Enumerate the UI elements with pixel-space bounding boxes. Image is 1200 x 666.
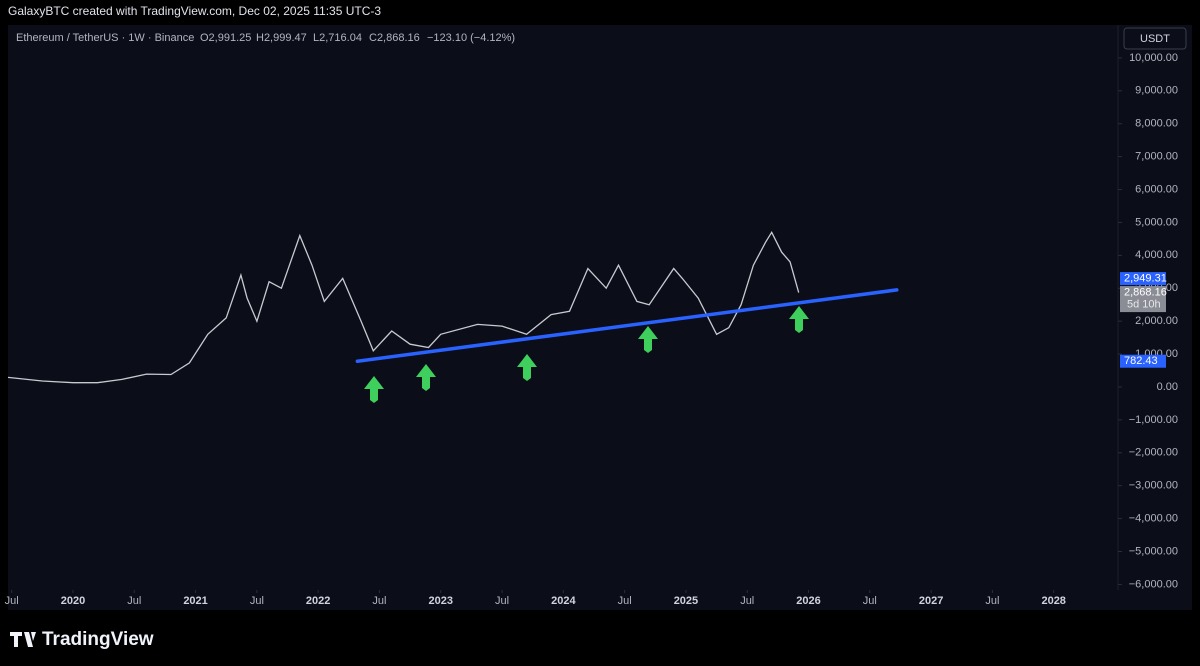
up-arrow: [416, 364, 436, 391]
x-tick-label: 2020: [61, 595, 85, 607]
x-tick-label: Jul: [985, 595, 999, 607]
x-tick-label: Jul: [5, 595, 19, 607]
y-tick-label: −1,000.00: [1129, 414, 1178, 426]
y-tick-label: −5,000.00: [1129, 545, 1178, 557]
y-tick-label: −2,000.00: [1129, 447, 1178, 459]
legend-close: C2,868.16: [369, 32, 420, 44]
x-tick-label: 2026: [796, 595, 820, 607]
brand: TradingView: [42, 629, 154, 650]
countdown: 5d 10h: [1127, 298, 1161, 310]
y-tick-label: 9,000.00: [1135, 85, 1178, 97]
x-tick-label: 2022: [306, 595, 330, 607]
x-tick-label: Jul: [863, 595, 877, 607]
x-tick-label: Jul: [372, 595, 386, 607]
legend-open: O2,991.25: [200, 32, 251, 44]
x-tick-label: Jul: [740, 595, 754, 607]
last-price-tag: [1120, 286, 1166, 313]
x-tick-label: 2024: [551, 595, 576, 607]
x-tick-label: 2023: [429, 595, 453, 607]
up-arrow: [638, 326, 658, 353]
legend-change: −123.10 (−4.12%): [427, 32, 515, 44]
price-tag: [1120, 272, 1166, 286]
y-tick-label: 5,000.00: [1135, 216, 1178, 228]
trendline: [355, 288, 899, 363]
x-tick-label: 2028: [1041, 595, 1065, 607]
y-tick-label: 7,000.00: [1135, 151, 1178, 163]
x-tick-label: 2025: [674, 595, 698, 607]
x-tick-label: Jul: [495, 595, 509, 607]
price-line: [7, 230, 800, 384]
chart-panel: [8, 25, 1192, 610]
y-tick-label: −3,000.00: [1129, 480, 1178, 492]
trend-end-label: 2,949.31: [1124, 272, 1167, 284]
y-tick-label: −4,000.00: [1129, 512, 1178, 524]
trend-start-label: 782.43: [1124, 355, 1158, 367]
y-tick-label: 10,000.00: [1129, 52, 1178, 64]
logo: TradingView: [10, 629, 154, 650]
y-tick-label: −6,000.00: [1129, 578, 1178, 590]
x-tick-label: 2027: [919, 595, 943, 607]
x-tick-label: 2021: [183, 595, 207, 607]
y-tick-label: 8,000.00: [1135, 118, 1178, 130]
up-arrow: [364, 376, 384, 403]
y-tick-label: 2,000.00: [1135, 315, 1178, 327]
credit: GalaxyBTC created with TradingView.com, …: [8, 4, 381, 18]
last-price-label: 2,868.16: [1124, 286, 1167, 298]
legend-low: L2,716.04: [313, 32, 362, 44]
x-tick-label: Jul: [127, 595, 141, 607]
legend-symbol: Ethereum / TetherUS · 1W · Binance: [16, 32, 194, 44]
logo-mark: [10, 632, 36, 647]
up-arrow: [517, 354, 537, 381]
x-tick-label: Jul: [250, 595, 264, 607]
support-arrows: [364, 306, 809, 403]
currency-box[interactable]: [1123, 27, 1187, 50]
legend-high: H2,999.47: [256, 32, 307, 44]
up-arrow: [789, 306, 809, 333]
y-tick-label: 0.00: [1157, 381, 1178, 393]
y-tick-label: 4,000.00: [1135, 249, 1178, 261]
x-tick-label: Jul: [618, 595, 632, 607]
currency: USDT: [1140, 33, 1170, 45]
y-tick-label: 6,000.00: [1135, 183, 1178, 195]
price-tag: [1120, 354, 1166, 368]
